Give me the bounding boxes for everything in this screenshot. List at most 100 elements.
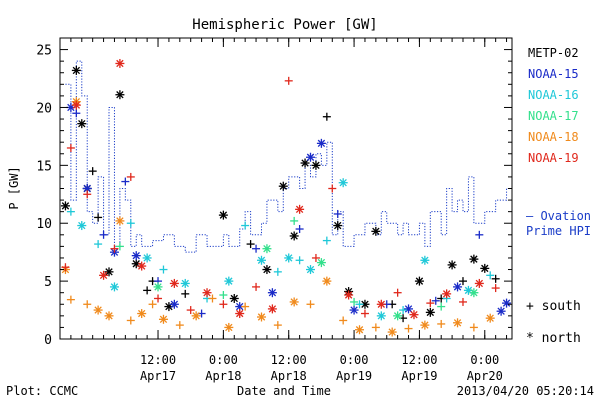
data-point [322,112,331,121]
data-point [153,282,163,292]
marker-legend: + south * north [526,299,581,346]
data-point [414,276,424,286]
data-point [278,181,288,191]
data-point [437,319,446,328]
footer-timestamp: 2013/04/20 05:20:14 [457,384,594,398]
x-tick-label-date: Apr19 [401,369,437,383]
data-point [246,240,255,249]
data-point [77,119,87,129]
data-point [475,230,484,239]
x-tick-label-date: Apr18 [205,369,241,383]
data-point [393,288,402,297]
data-point [376,311,386,321]
data-point [333,221,343,231]
data-point [99,270,109,280]
data-point [115,216,125,226]
data-point [224,276,234,286]
data-point [404,304,414,314]
data-point [300,158,310,168]
data-point [252,282,261,291]
x-tick-label-date: Apr20 [467,369,503,383]
data-point [311,253,320,262]
data-point [191,311,201,321]
x-axis-label: Date and Time [237,384,331,398]
data-point [284,253,294,263]
data-point [99,230,108,239]
data-point [339,316,348,325]
data-point [426,299,435,308]
data-point [83,190,92,199]
data-point [295,204,305,214]
y-tick-label: 25 [36,44,52,59]
data-point [289,297,299,307]
data-point [409,310,419,320]
data-point [208,294,217,303]
data-point [458,277,467,286]
data-point [126,172,135,181]
data-point [306,265,316,275]
data-point [169,278,179,288]
data-point [322,276,332,286]
data-point [311,160,321,170]
data-point [295,225,304,234]
y-tick-label: 0 [44,333,52,348]
data-point [71,100,81,110]
data-point [316,258,326,268]
data-point [252,244,261,253]
data-point [328,184,337,193]
data-point [169,299,179,309]
data-point [83,300,92,309]
x-tick-label-time: 0:00 [340,353,369,367]
ovation-hpi-line [65,60,512,253]
data-point [355,325,365,335]
y-tick-label: 5 [44,275,52,290]
data-point [333,209,342,218]
data-point [376,299,386,309]
data-point [295,256,304,265]
data-point [137,261,147,271]
data-point [399,306,408,315]
data-point [371,323,380,332]
data-point [121,177,130,186]
data-point [442,289,452,299]
legend-entry: NOAA-19 [528,151,579,165]
legend: METP-02 NOAA-15 NOAA-16 NOAA-17 NOAA-18 NOAA-… [526,46,591,238]
legend-entry: NOAA-17 [528,109,579,123]
data-point [142,253,152,263]
data-point [61,263,70,272]
data-point [360,309,369,318]
data-point [66,207,75,216]
data-point [480,263,490,273]
data-point [241,302,250,311]
data-point [355,300,364,309]
legend-entry: NOAA-18 [528,130,579,144]
data-point [60,201,70,211]
data-point [469,254,479,264]
marker-legend-entry: + south [526,299,581,314]
x-tick-label-time: 0:00 [209,353,238,367]
data-point [350,297,359,306]
x-tick-label-time: 12:00 [401,353,437,367]
data-point [104,267,114,277]
data-point [256,312,266,322]
legend-entry: NOAA-15 [528,67,579,81]
data-point [94,213,103,222]
data-point [71,65,81,75]
chart-title: Hemispheric Power [GW] [192,17,377,33]
data-point [126,316,135,325]
data-point [66,143,75,152]
data-point [485,313,495,323]
data-point [148,300,157,309]
y-tick-label: 15 [36,159,52,174]
data-point [486,271,495,280]
data-point [88,167,97,176]
data-point [469,288,479,298]
data-point [273,267,282,276]
data-point [241,221,250,230]
data-point [306,152,316,162]
data-point [458,297,467,306]
data-point [469,323,478,332]
data-point [306,300,315,309]
legend-entry: NOAA-16 [528,88,579,102]
y-axis-label: P [GW] [7,166,21,209]
